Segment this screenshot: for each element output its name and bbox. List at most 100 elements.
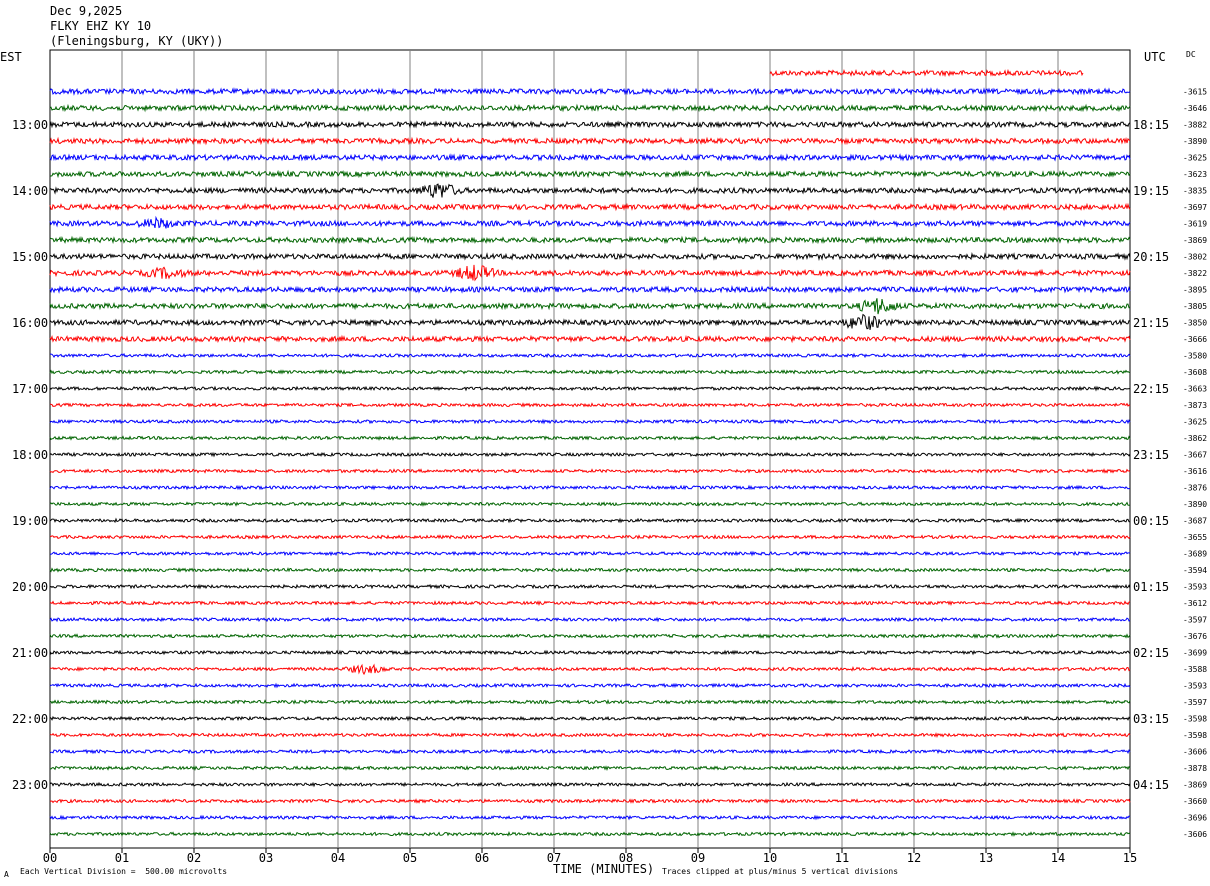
x-tick-label-04: 04: [331, 851, 345, 865]
right-hour-label: 22:15: [1133, 382, 1169, 396]
right-hour-label: 02:15: [1133, 646, 1169, 660]
trace-21: [49, 435, 1131, 442]
dc-offset-label: -3606: [1183, 748, 1207, 757]
x-tick-label-10: 10: [763, 851, 777, 865]
trace-13: [49, 298, 1130, 315]
dc-offset-label: -3890: [1183, 137, 1207, 146]
trace-31: [49, 600, 1131, 607]
dc-offset-label: -3625: [1183, 418, 1207, 427]
trace-40: [49, 748, 1131, 755]
left-hour-label: 21:00: [12, 646, 48, 660]
x-tick-label-13: 13: [979, 851, 993, 865]
trace-18: [49, 385, 1131, 392]
dc-offset-label: -3660: [1183, 797, 1207, 806]
dc-offset-label: -3882: [1183, 121, 1207, 130]
trace-27: [49, 533, 1131, 540]
dc-offset-label: -3895: [1183, 286, 1207, 295]
left-hour-label: 22:00: [12, 712, 48, 726]
dc-offset-label: -3646: [1183, 104, 1207, 113]
dc-offset-label: -3625: [1183, 154, 1207, 163]
dc-offset-label: -3862: [1183, 434, 1207, 443]
trace-6: [49, 183, 1131, 198]
left-hour-label: 15:00: [12, 250, 48, 264]
x-tick-label-07: 07: [547, 851, 561, 865]
dc-offset-label: -3822: [1183, 269, 1207, 278]
x-tick-label-02: 02: [187, 851, 201, 865]
dc-offset-label: -3676: [1183, 632, 1207, 641]
trace-26: [49, 517, 1131, 524]
trace-43: [49, 798, 1131, 804]
dc-offset-label: -3802: [1183, 253, 1207, 262]
x-tick-label-11: 11: [835, 851, 849, 865]
dc-offset-label: -3687: [1183, 517, 1207, 526]
utc-label: UTC: [1144, 50, 1166, 64]
dc-offset-label: -3699: [1183, 649, 1207, 658]
trace-19: [49, 402, 1131, 408]
left-hour-label: 17:00: [12, 382, 48, 396]
est-label: EST: [0, 50, 22, 64]
right-hour-label: 19:15: [1133, 184, 1169, 198]
x-tick-label-12: 12: [907, 851, 921, 865]
trace-34: [49, 649, 1131, 656]
dc-offset-label: -3876: [1183, 484, 1207, 493]
dc-offset-label: -3597: [1183, 616, 1207, 625]
trace-24: [49, 484, 1130, 491]
scale-note: Each Vertical Division = 500.00 microvol…: [20, 867, 228, 876]
right-hour-label: 04:15: [1133, 778, 1169, 792]
dc-offset-label: -3616: [1183, 467, 1207, 476]
trace-35: [49, 663, 1131, 676]
trace-44: [49, 814, 1131, 821]
trace-11: [49, 264, 1131, 282]
dc-offset-label: -3873: [1183, 401, 1207, 410]
left-hour-label: 13:00: [12, 118, 48, 132]
clip-note: Traces clipped at plus/minus 5 vertical …: [662, 867, 899, 876]
trace-14: [49, 313, 1131, 330]
trace-38: [49, 715, 1131, 722]
x-tick-label-09: 09: [691, 851, 705, 865]
x-tick-label-00: 00: [43, 851, 57, 865]
right-hour-label: 20:15: [1133, 250, 1169, 264]
trace-25: [49, 501, 1131, 507]
x-tick-label-15: 15: [1123, 851, 1137, 865]
station-label: FLKY EHZ KY 10: [50, 19, 152, 33]
left-hour-label: 18:00: [12, 448, 48, 462]
trace-15: [49, 334, 1131, 344]
trace-37: [49, 698, 1131, 705]
dc-offset-label: -3612: [1183, 599, 1207, 608]
dc-offset-label: -3878: [1183, 764, 1207, 773]
dc-offset-label: -3663: [1183, 385, 1207, 394]
dc-offset-label: -3598: [1183, 731, 1207, 740]
trace-29: [49, 567, 1131, 573]
trace-30: [49, 583, 1131, 590]
trace-4: [49, 153, 1131, 162]
trace-39: [49, 732, 1131, 738]
trace-partial: [769, 68, 1084, 78]
dc-offset-label: -3588: [1183, 665, 1207, 674]
date-label: Dec 9,2025: [50, 4, 123, 18]
x-tick-label-05: 05: [403, 851, 417, 865]
trace-17: [49, 369, 1131, 375]
dc-offset-label: -3890: [1183, 500, 1207, 509]
trace-9: [49, 235, 1131, 245]
trace-8: [49, 215, 1131, 229]
trace-16: [50, 352, 1131, 359]
dc-label: DC: [1186, 50, 1196, 59]
trace-23: [49, 468, 1131, 474]
dc-offset-label: -3667: [1183, 451, 1207, 460]
right-hour-label: 00:15: [1133, 514, 1169, 528]
dc-offset-label: -3835: [1183, 187, 1207, 196]
trace-42: [49, 781, 1131, 788]
trace-5: [49, 169, 1131, 179]
trace-2: [49, 120, 1131, 129]
trace-10: [49, 252, 1131, 261]
dc-offset-label: -3606: [1183, 830, 1207, 839]
dc-offset-label: -3598: [1183, 715, 1207, 724]
trace-22: [49, 451, 1131, 458]
dc-offset-label: -3666: [1183, 335, 1207, 344]
right-hour-label: 03:15: [1133, 712, 1169, 726]
right-hour-label: 21:15: [1133, 316, 1169, 330]
x-tick-label-14: 14: [1051, 851, 1065, 865]
dc-offset-label: -3593: [1183, 682, 1207, 691]
right-hour-label: 23:15: [1133, 448, 1169, 462]
dc-offset-label: -3869: [1183, 236, 1207, 245]
